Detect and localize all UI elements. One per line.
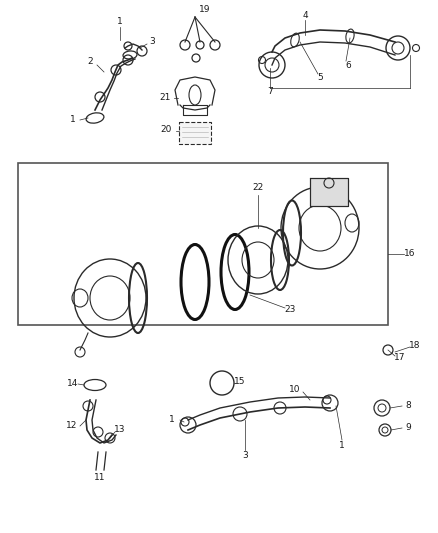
- Text: 21: 21: [159, 93, 171, 102]
- Text: 2: 2: [87, 58, 93, 67]
- Text: 13: 13: [114, 425, 126, 434]
- Text: 18: 18: [409, 341, 421, 350]
- Text: 20: 20: [160, 125, 172, 134]
- Text: 16: 16: [404, 249, 416, 259]
- Text: 12: 12: [66, 421, 78, 430]
- Text: 1: 1: [169, 416, 175, 424]
- Text: 23: 23: [284, 305, 296, 314]
- Text: 19: 19: [199, 5, 211, 14]
- Text: 14: 14: [67, 378, 79, 387]
- Text: 8: 8: [405, 400, 411, 409]
- Text: 3: 3: [242, 450, 248, 459]
- Bar: [18, 163, 388, 325]
- Text: 10: 10: [289, 385, 301, 394]
- Text: 4: 4: [302, 11, 308, 20]
- Text: 7: 7: [267, 87, 273, 96]
- Text: 6: 6: [345, 61, 351, 69]
- Text: 1: 1: [117, 18, 123, 27]
- Text: 1: 1: [339, 440, 345, 449]
- Text: 11: 11: [94, 473, 106, 482]
- Bar: [310, 178, 348, 206]
- Text: 1: 1: [70, 116, 76, 125]
- Text: 5: 5: [317, 74, 323, 83]
- Text: 15: 15: [234, 377, 246, 386]
- Text: 9: 9: [405, 424, 411, 432]
- Text: 3: 3: [149, 37, 155, 46]
- Bar: [179, 122, 211, 144]
- Text: 22: 22: [252, 183, 264, 192]
- Text: 17: 17: [394, 353, 406, 362]
